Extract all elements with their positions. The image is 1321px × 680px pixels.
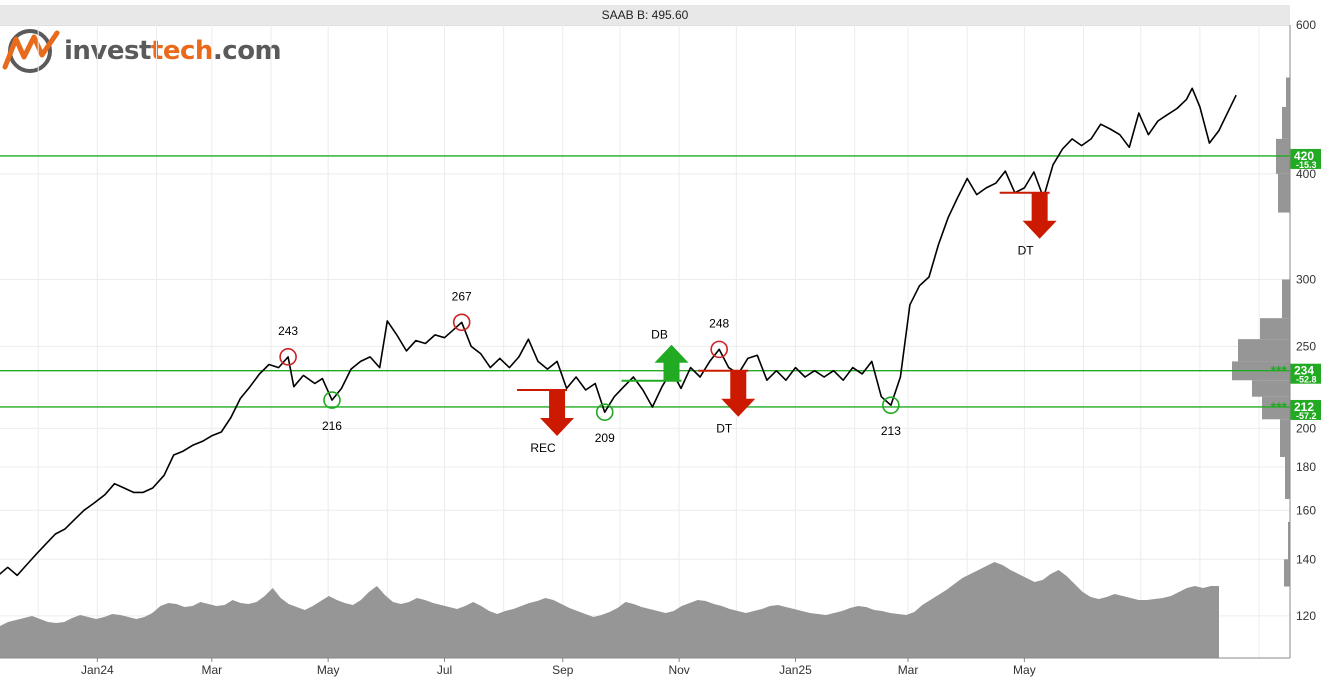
support-stars: *** bbox=[1271, 363, 1288, 379]
volume-profile-layer bbox=[1232, 77, 1290, 587]
volume-profile-bar bbox=[1262, 396, 1290, 420]
volume-profile-bar bbox=[1285, 456, 1290, 499]
trough-label: 216 bbox=[322, 419, 342, 433]
trend-channel-lower bbox=[383, 364, 572, 390]
volume-area bbox=[0, 562, 1219, 658]
peak-circle bbox=[279, 348, 297, 366]
volume-profile-bar bbox=[1278, 173, 1290, 213]
trend-channels-layer bbox=[383, 31, 1236, 390]
logo-wordmark: investtech.com bbox=[64, 36, 282, 66]
x-tick-label: May bbox=[1013, 663, 1036, 677]
y-tick-label: 140 bbox=[1296, 552, 1316, 566]
x-tick-label: Jan25 bbox=[779, 663, 812, 677]
trend-channel-upper bbox=[948, 31, 1236, 200]
x-tick-label: Jan24 bbox=[81, 663, 114, 677]
peak-label: 248 bbox=[709, 316, 729, 330]
volume-profile-bar bbox=[1282, 279, 1290, 319]
logo-icon bbox=[2, 29, 60, 73]
trough-circle bbox=[595, 403, 614, 421]
volume-profile-bar bbox=[1282, 106, 1290, 139]
price-line bbox=[0, 87, 1237, 577]
trough-circle bbox=[882, 396, 900, 415]
volume-profile-bar bbox=[1260, 318, 1290, 340]
x-tick-label: Nov bbox=[668, 663, 689, 677]
volume-profile-bar bbox=[1284, 559, 1290, 587]
sell-signal-arrow bbox=[1022, 192, 1057, 239]
trend-channel-lower bbox=[948, 101, 1236, 274]
support-pct-label: -52.8 bbox=[1296, 375, 1317, 385]
x-tick-label: May bbox=[317, 663, 340, 677]
y-tick-label: 200 bbox=[1296, 421, 1316, 435]
trough-circle bbox=[323, 391, 341, 409]
support-label-box bbox=[1290, 363, 1321, 384]
y-tick-label: 160 bbox=[1296, 503, 1316, 517]
x-tick-label: Mar bbox=[201, 663, 222, 677]
x-tick-label: Jul bbox=[437, 663, 452, 677]
support-stars: *** bbox=[1271, 399, 1288, 415]
peak-label: 243 bbox=[278, 324, 298, 338]
peak-label: 267 bbox=[452, 289, 472, 303]
volume-profile-bar bbox=[1252, 380, 1290, 397]
peak-circle bbox=[452, 313, 471, 332]
trough-label: 209 bbox=[595, 431, 615, 445]
volume-profile-bar bbox=[1238, 339, 1290, 362]
y-tick-label: 120 bbox=[1296, 609, 1316, 623]
grid-layer bbox=[0, 24, 1290, 658]
y-tick-label: 600 bbox=[1296, 18, 1316, 32]
signal-label: DB bbox=[651, 328, 668, 342]
y-tick-label: 180 bbox=[1296, 460, 1316, 474]
chart-title: SAAB B: 495.60 bbox=[601, 8, 689, 22]
signal-label: DT bbox=[716, 422, 733, 436]
signal-label: DT bbox=[1018, 244, 1035, 258]
support-lines-layer: 420-15.3 234-52.8 *** 212-57.2 *** bbox=[0, 148, 1321, 421]
trend-channel-upper bbox=[383, 317, 572, 331]
x-tick-label: Sep bbox=[552, 663, 574, 677]
peak-circle bbox=[710, 340, 728, 359]
sell-signal-arrow bbox=[540, 390, 575, 437]
y-tick-label: 250 bbox=[1296, 339, 1316, 353]
support-value-label: 234 bbox=[1294, 364, 1314, 378]
x-tick-label: Mar bbox=[898, 663, 919, 677]
support-pct-label: -15.3 bbox=[1296, 160, 1317, 170]
price-layer bbox=[0, 87, 1237, 577]
support-label-box bbox=[1290, 399, 1321, 420]
investtech-logo: investtech.com bbox=[2, 28, 282, 74]
trough-label: 213 bbox=[881, 424, 901, 438]
volume-profile-bar bbox=[1288, 521, 1290, 560]
buy-signal-arrow bbox=[654, 344, 689, 381]
y-tick-label: 300 bbox=[1296, 272, 1316, 286]
volume-layer bbox=[0, 562, 1219, 658]
support-value-label: 420 bbox=[1294, 149, 1314, 163]
support-pct-label: -57.2 bbox=[1296, 411, 1317, 421]
volume-profile-bar bbox=[1286, 77, 1290, 107]
sell-signal-arrow bbox=[721, 370, 756, 417]
y-tick-label: 400 bbox=[1296, 167, 1316, 181]
support-label-box bbox=[1290, 148, 1321, 169]
axis-layer: 120 140 160 180 200 250 300 400 600 Jan24 Mar May Ju… bbox=[0, 18, 1316, 677]
signal-label: REC bbox=[530, 441, 556, 455]
support-value-label: 212 bbox=[1294, 400, 1314, 414]
volume-profile-bar bbox=[1280, 419, 1290, 457]
markers-layer: 243 267 248 216 209 213 REC DB DT DT bbox=[278, 191, 1057, 455]
